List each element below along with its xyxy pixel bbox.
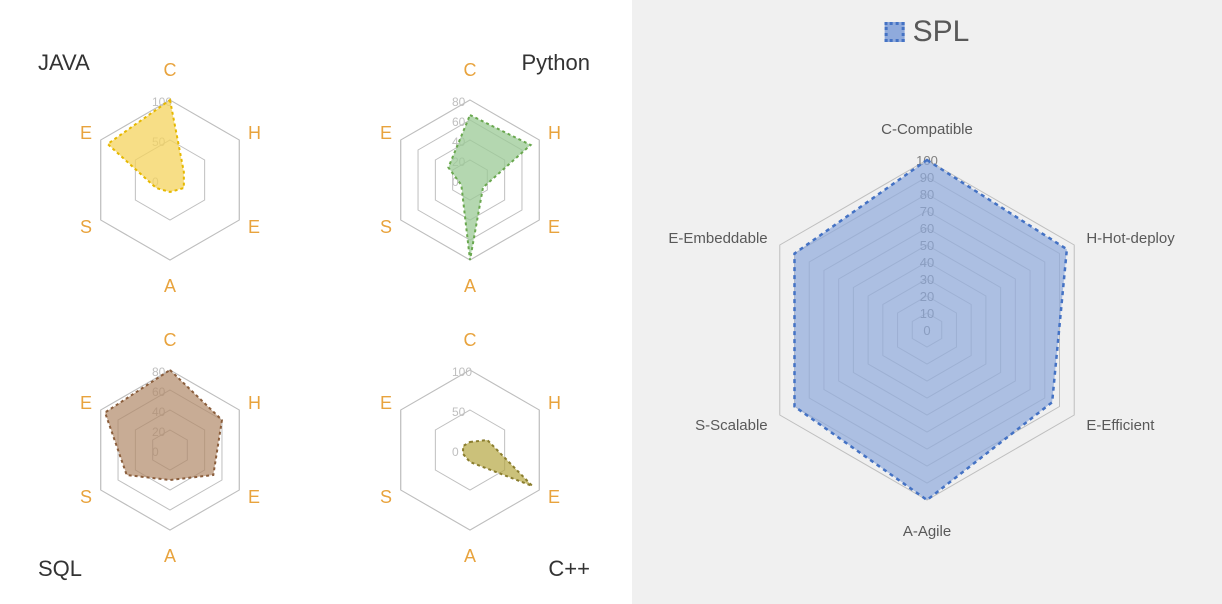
chart-title-java: JAVA [38,50,90,76]
svg-text:H: H [548,123,561,143]
radar-svg-cpp: 0 50 100 C H E A S E [320,300,620,590]
legend-label: SPL [913,15,970,49]
right-panel: SPL 0102030405060708090100C-CompatibleH-… [632,0,1222,604]
legend-swatch-icon [885,22,905,42]
svg-text:E-Embeddable: E-Embeddable [668,230,767,247]
svg-text:80: 80 [452,95,466,109]
svg-text:E: E [380,123,392,143]
svg-text:E: E [248,217,260,237]
svg-text:S: S [80,487,92,507]
svg-text:E-Efficient: E-Efficient [1086,417,1155,434]
svg-text:60: 60 [452,115,466,129]
svg-text:50: 50 [452,405,466,419]
chart-title-python: Python [522,50,591,76]
radar-chart-sql: SQL 020406080CHEASE [20,300,320,590]
svg-text:E: E [380,393,392,413]
svg-text:H-Hot-deploy: H-Hot-deploy [1086,230,1175,247]
svg-text:C-Compatible: C-Compatible [881,121,973,138]
svg-text:S: S [380,487,392,507]
svg-text:A-Agile: A-Agile [903,523,951,540]
radar-chart-python: Python 020406080CHEASE [320,30,620,320]
svg-text:100: 100 [452,365,472,379]
svg-text:0: 0 [452,445,459,459]
svg-text:E: E [548,217,560,237]
radar-svg-sql: 020406080CHEASE [20,300,320,590]
svg-text:S: S [380,217,392,237]
radar-chart-java: JAVA 050100CHEASE [20,30,320,320]
svg-text:S: S [80,217,92,237]
legend: SPL [885,15,970,49]
chart-title-cpp: C++ [548,556,590,582]
svg-text:A: A [464,276,476,296]
svg-text:A: A [164,276,176,296]
svg-text:E: E [248,487,260,507]
svg-text:A: A [164,546,176,566]
svg-text:E: E [548,487,560,507]
chart-title-sql: SQL [38,556,82,582]
svg-text:C: C [164,60,177,80]
radar-chart-cpp: C++ 0 50 100 C H E A S E [320,300,620,590]
svg-text:S-Scalable: S-Scalable [695,417,768,434]
svg-text:A: A [464,546,476,566]
svg-text:C: C [464,60,477,80]
svg-text:C: C [464,330,477,350]
svg-text:H: H [248,123,261,143]
svg-text:H: H [548,393,561,413]
left-panel: JAVA 050100CHEASE Python 020406080CHEASE… [0,0,632,604]
svg-text:E: E [80,393,92,413]
radar-svg-spl: 0102030405060708090100C-CompatibleH-Hot-… [632,0,1222,604]
svg-text:C: C [164,330,177,350]
svg-text:E: E [80,123,92,143]
svg-text:H: H [248,393,261,413]
